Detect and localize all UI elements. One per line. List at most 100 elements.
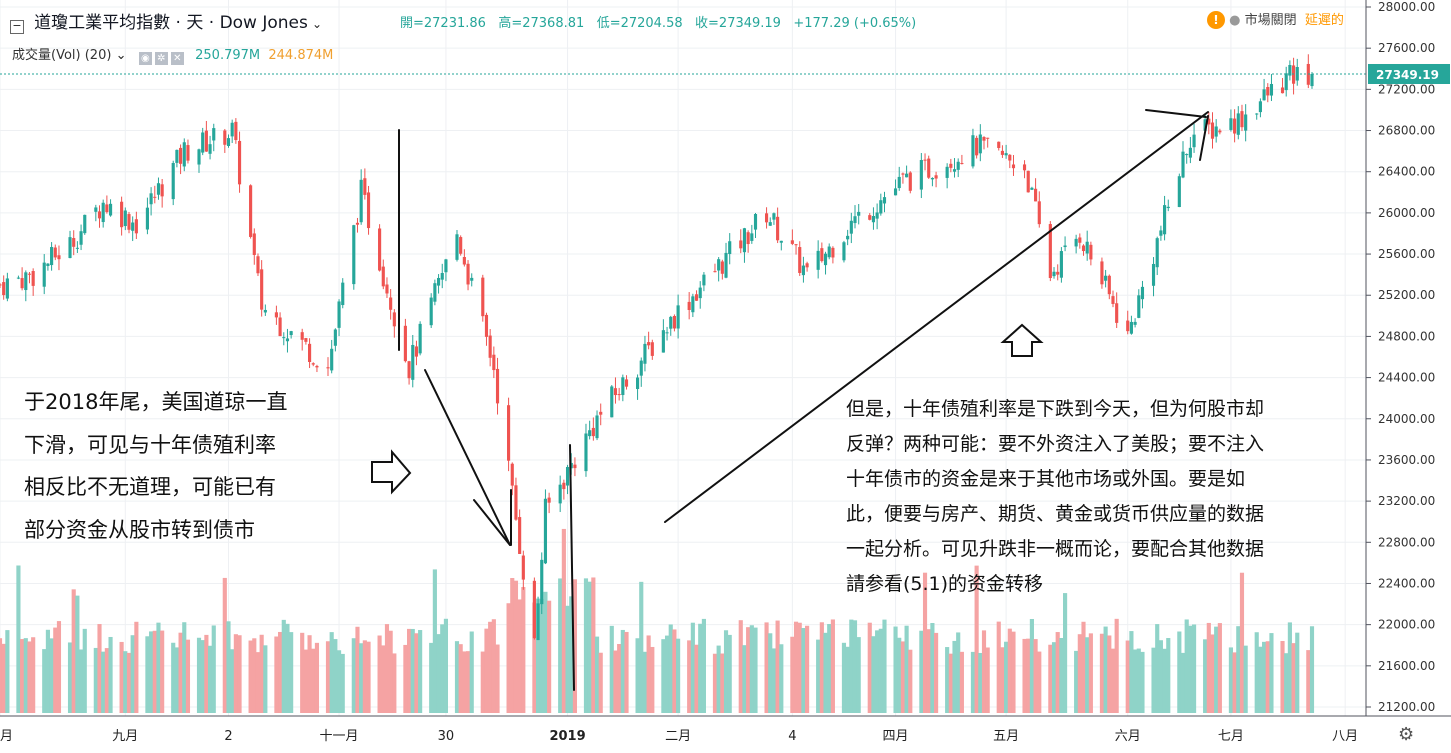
candle-body[interactable] [540, 559, 544, 605]
candle-body[interactable] [156, 183, 161, 195]
candle-body[interactable] [300, 332, 304, 340]
candle-body[interactable] [278, 317, 282, 337]
candle-body[interactable] [956, 161, 960, 170]
candle-body[interactable] [79, 231, 83, 245]
candle-body[interactable] [901, 173, 905, 175]
candle-body[interactable] [282, 337, 286, 339]
candle-body[interactable] [108, 203, 113, 216]
candle-body[interactable] [798, 247, 802, 273]
candle-body[interactable] [669, 316, 673, 329]
candle-body[interactable] [403, 325, 407, 362]
candle-body[interactable] [547, 497, 551, 503]
candle-body[interactable] [1111, 296, 1115, 304]
candle-body[interactable] [50, 247, 54, 266]
candle-body[interactable] [1129, 321, 1133, 334]
candle-body[interactable] [359, 179, 363, 223]
candle-body[interactable] [1078, 237, 1082, 243]
candle-body[interactable] [975, 137, 979, 156]
candle-body[interactable] [514, 485, 518, 520]
close-icon[interactable]: ✕ [170, 52, 184, 65]
candle-body[interactable] [1081, 245, 1086, 252]
candle-body[interactable] [237, 140, 242, 185]
candle-body[interactable] [57, 255, 61, 260]
candle-body[interactable] [1011, 164, 1016, 169]
candle-body[interactable] [470, 277, 474, 281]
candle-body[interactable] [1107, 275, 1111, 295]
candle-body[interactable] [1185, 154, 1189, 156]
symbol-title[interactable]: 道瓊工業平均指數 · 天 · Dow Jones [34, 13, 308, 33]
candle-body[interactable] [982, 137, 986, 141]
candle-body[interactable] [665, 332, 669, 334]
candle-body[interactable] [1203, 119, 1207, 131]
candle-body[interactable] [83, 214, 87, 234]
candle-body[interactable] [466, 263, 470, 285]
candle-body[interactable] [5, 278, 9, 299]
candle-body[interactable] [1026, 170, 1030, 193]
candle-body[interactable] [53, 247, 57, 258]
candle-body[interactable] [105, 204, 109, 213]
candle-body[interactable] [495, 368, 500, 404]
candle-body[interactable] [223, 130, 227, 145]
candle-body[interactable] [1210, 122, 1215, 139]
candle-body[interactable] [905, 173, 909, 178]
candle-body[interactable] [871, 215, 876, 223]
candle-body[interactable] [573, 464, 577, 469]
candle-body[interactable] [429, 297, 433, 326]
candle-body[interactable] [1008, 154, 1012, 161]
candle-body[interactable] [753, 214, 758, 230]
candle-body[interactable] [827, 246, 831, 258]
candle-body[interactable] [1133, 321, 1137, 325]
candle-body[interactable] [790, 240, 794, 244]
candle-body[interactable] [1104, 275, 1108, 281]
candle-body[interactable] [208, 144, 212, 154]
candle-body[interactable] [591, 427, 595, 437]
candle-body[interactable] [1000, 150, 1004, 155]
candle-body[interactable] [134, 219, 138, 234]
candle-body[interactable] [24, 272, 28, 291]
candle-body[interactable] [532, 580, 536, 639]
candle-body[interactable] [1048, 224, 1052, 279]
candle-body[interactable] [562, 482, 566, 490]
candle-body[interactable] [123, 210, 127, 227]
candle-body[interactable] [794, 244, 798, 246]
candle-body[interactable] [997, 141, 1001, 148]
candle-body[interactable] [1089, 244, 1093, 260]
candle-body[interactable] [868, 215, 872, 220]
candle-body[interactable] [599, 411, 603, 415]
candle-body[interactable] [1140, 286, 1145, 300]
candle-body[interactable] [746, 232, 750, 245]
candle-body[interactable] [1280, 87, 1285, 94]
candle-body[interactable] [643, 343, 647, 364]
candle-body[interactable] [930, 178, 934, 180]
candle-body[interactable] [694, 294, 699, 301]
alert-icon[interactable]: ! [1207, 11, 1225, 29]
candle-body[interactable] [750, 233, 754, 241]
candle-body[interactable] [411, 344, 415, 380]
candle-body[interactable] [204, 130, 208, 152]
chevron-down-icon[interactable]: ⌄ [115, 48, 127, 63]
candle-body[interactable] [639, 360, 643, 376]
candle-body[interactable] [308, 343, 312, 363]
candle-body[interactable] [326, 367, 330, 369]
candle-body[interactable] [768, 222, 772, 226]
candle-body[interactable] [923, 159, 927, 161]
candle-body[interactable] [381, 266, 385, 287]
candle-body[interactable] [728, 241, 732, 255]
candle-body[interactable] [934, 175, 938, 179]
candle-body[interactable] [853, 216, 857, 224]
candle-body[interactable] [385, 284, 389, 294]
volume-title[interactable]: 成交量(Vol) (20) [12, 48, 112, 63]
candle-body[interactable] [355, 222, 360, 225]
candle-body[interactable] [1310, 73, 1314, 87]
candle-body[interactable] [1155, 238, 1159, 268]
candle-body[interactable] [1240, 111, 1244, 128]
candle-body[interactable] [717, 259, 721, 271]
candle-body[interactable] [776, 216, 780, 241]
candle-body[interactable] [433, 283, 437, 302]
candle-body[interactable] [698, 287, 702, 299]
candle-body[interactable] [20, 278, 24, 289]
candle-body[interactable] [536, 603, 540, 641]
gear-icon[interactable]: ⚙ [1398, 724, 1414, 745]
candle-body[interactable] [820, 248, 824, 262]
candle-body[interactable] [160, 184, 164, 197]
